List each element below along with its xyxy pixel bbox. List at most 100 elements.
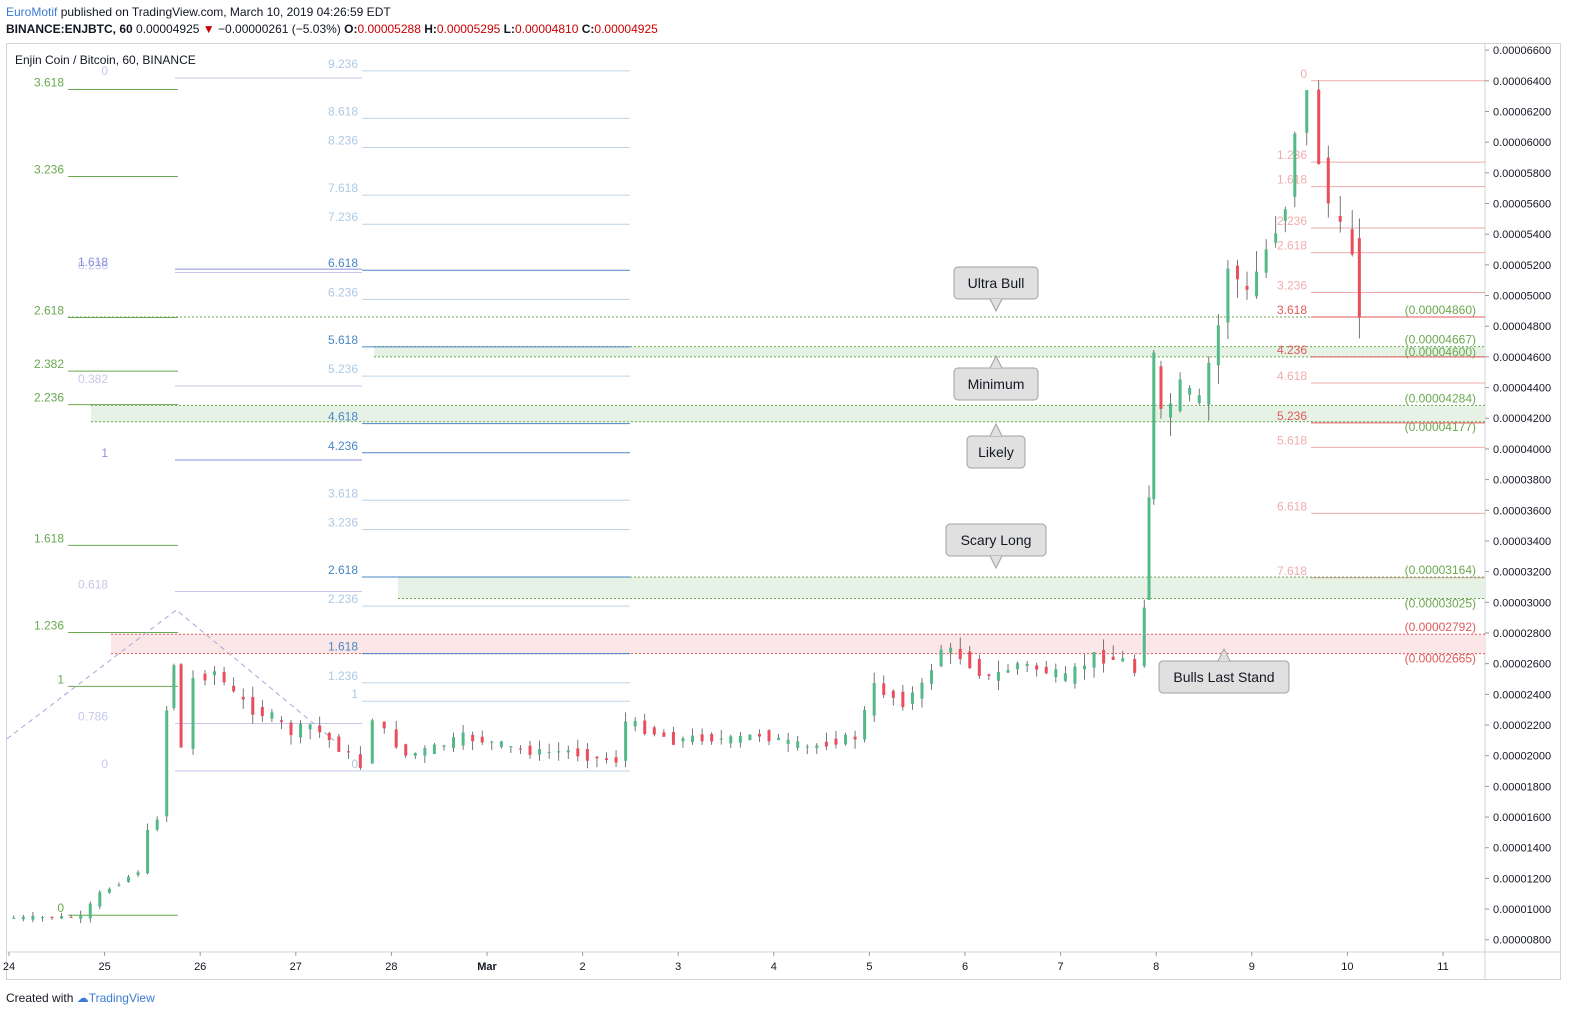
high-value: 0.00005295: [436, 22, 501, 36]
candle-body: [432, 744, 436, 754]
x-tick-label: Mar: [477, 961, 497, 973]
y-tick-label: 0.00002000: [1493, 751, 1551, 763]
change-value: −0.00000261 (−5.03%): [218, 22, 341, 36]
candle-body: [1255, 271, 1259, 297]
callout-text: Bulls Last Stand: [1173, 669, 1274, 685]
fib-level-label: 1.618: [328, 640, 358, 654]
candle-body: [1350, 229, 1354, 255]
candle-body: [1133, 659, 1137, 673]
fib-level-label: 1.236: [34, 619, 64, 633]
candle-body: [719, 738, 723, 740]
tradingview-brand[interactable]: TradingView: [88, 991, 155, 1005]
fib-level-label: 2.236: [328, 592, 358, 606]
publish-info: published on TradingView.com, March 10, …: [60, 5, 391, 19]
fib-level-label: 0: [1300, 67, 1307, 81]
candle-body: [1152, 352, 1156, 500]
y-tick-label: 0.00005600: [1493, 199, 1551, 211]
candle-body: [538, 749, 542, 755]
candle-body: [423, 748, 427, 756]
fib-level-label: 7.618: [328, 181, 358, 195]
candle-body: [1147, 497, 1151, 600]
candle-body: [996, 672, 1000, 681]
callout-pointer: [989, 354, 1003, 369]
candle-body: [977, 659, 981, 676]
candle-body: [805, 746, 809, 748]
fib-zone: [398, 577, 1485, 599]
candle-body: [671, 732, 675, 745]
candle-body: [930, 670, 934, 684]
y-tick-label: 0.00005400: [1493, 229, 1551, 241]
candle-body: [853, 736, 857, 740]
x-tick-label: 28: [385, 961, 397, 973]
candle-body: [318, 725, 322, 733]
candle-body: [1305, 90, 1309, 133]
candle-body: [79, 914, 83, 919]
callout-pointer: [989, 422, 1003, 437]
candle-body: [40, 917, 44, 919]
candle-body: [179, 664, 183, 748]
zone-label: (0.00004600): [1405, 345, 1476, 359]
fib-level-label: 1.236: [1277, 148, 1307, 162]
fib-level-label: 6.618: [1277, 499, 1307, 513]
fib-level-label: 2.618: [34, 303, 64, 317]
zone-label: (0.00002792): [1405, 620, 1476, 634]
x-tick-label: 7: [1058, 961, 1064, 973]
candle-body: [270, 712, 274, 719]
x-tick-label: 8: [1153, 961, 1159, 973]
candle-body: [499, 741, 503, 747]
fib-level-label: 4.236: [328, 439, 358, 453]
candle-body: [1188, 388, 1192, 395]
candle-body: [1216, 325, 1220, 366]
candle-body: [891, 690, 895, 698]
callout-text: Minimum: [968, 376, 1025, 392]
candle-body: [404, 744, 408, 756]
candle-body: [172, 665, 176, 709]
change-arrow-icon: ▼: [202, 22, 215, 36]
zone-label: (0.00004177): [1405, 420, 1476, 434]
zone-label: (0.00003025): [1405, 596, 1476, 610]
y-tick-label: 0.00003600: [1493, 505, 1551, 517]
candle-body: [1226, 268, 1230, 323]
candle-body: [98, 892, 102, 907]
candle-body: [844, 734, 847, 745]
candle-body: [1207, 362, 1211, 405]
chart-frame: [6, 43, 1561, 980]
candle-body: [1159, 366, 1163, 409]
fib-level-label: 3.236: [34, 163, 64, 177]
candle-body: [21, 916, 25, 920]
author-link[interactable]: EuroMotif: [6, 5, 58, 19]
x-tick-label: 26: [194, 961, 206, 973]
candle-body: [12, 918, 16, 920]
candle-body: [1073, 666, 1077, 684]
y-tick-label: 0.00001600: [1493, 812, 1551, 824]
candle-body: [1293, 133, 1297, 197]
fib-level-label: 6.618: [328, 256, 358, 270]
candle-body: [241, 696, 245, 700]
candle-body: [1317, 89, 1321, 165]
candle-body: [490, 741, 494, 743]
candle-body: [358, 754, 362, 768]
candle-body: [370, 720, 374, 764]
x-tick-label: 5: [866, 961, 872, 973]
candle-body: [461, 732, 465, 746]
candle-body: [547, 752, 551, 754]
fib-level-label: 0.382: [78, 372, 108, 386]
candle-body: [958, 649, 962, 660]
fib-level-label: 9.236: [328, 57, 358, 71]
fib-level-label: 4.236: [1277, 343, 1307, 357]
candle-body: [1111, 656, 1115, 660]
fib-level-label: 1.618: [34, 531, 64, 545]
candle-body: [203, 673, 207, 681]
candle-body: [1178, 379, 1182, 412]
fib-level-label: 1: [351, 687, 358, 701]
candle-body: [337, 736, 341, 752]
candle-body: [595, 756, 599, 759]
callout-text: Ultra Bull: [968, 275, 1025, 291]
open-label: O:: [344, 22, 358, 36]
footer: Created with ☁TradingView: [6, 991, 155, 1005]
fib-level-label: 0.786: [78, 709, 108, 723]
fib-level-label: 3.618: [328, 486, 358, 500]
y-tick-label: 0.00002800: [1493, 628, 1551, 640]
candle-body: [1169, 403, 1173, 418]
